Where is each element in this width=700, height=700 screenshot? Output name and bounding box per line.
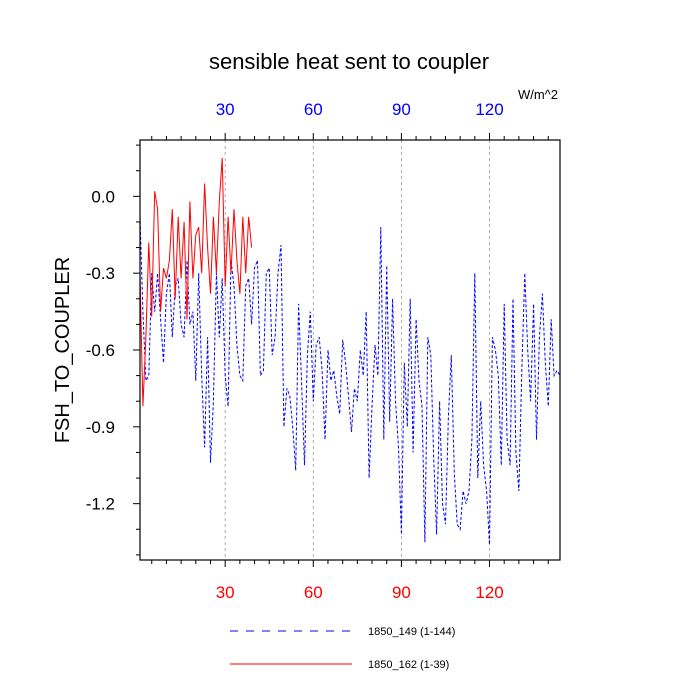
y-axis-label: FSH_TO_COUPLER [52, 257, 74, 443]
x-tick-label-top: 30 [216, 100, 235, 119]
series-lines [140, 157, 560, 545]
series-line-1 [140, 216, 560, 545]
x-tick-label-bottom: 60 [304, 583, 323, 602]
plot-frame [139, 139, 561, 561]
y-tick-label: -0.3 [86, 264, 115, 283]
axis-ticks: 30 30 60 60 90 90 120 120 0.0 -0.3 -0.6 -0.9 -1.2 [86, 100, 549, 602]
chart-title: sensible heat sent to coupler [209, 49, 489, 74]
y-tick-label: -1.2 [86, 495, 115, 514]
x-tick-label-top: 90 [392, 100, 411, 119]
x-tick-label-top: 120 [475, 100, 503, 119]
legend: 1850_149 (1-144) 1850_162 (1-39) [230, 626, 455, 671]
x-tick-label-bottom: 30 [216, 583, 235, 602]
x-tick-label-top: 60 [304, 100, 323, 119]
y-tick-label: -0.6 [86, 341, 115, 360]
x-tick-label-bottom: 120 [475, 583, 503, 602]
y-tick-label: 0.0 [91, 187, 115, 206]
legend-label-1: 1850_149 (1-144) [368, 626, 455, 638]
series-line-2 [140, 157, 253, 407]
x-tick-label-bottom: 90 [392, 583, 411, 602]
grid-lines [224, 140, 490, 560]
y-tick-label: -0.9 [86, 418, 115, 437]
units-label: W/m^2 [518, 87, 558, 102]
legend-label-2: 1850_162 (1-39) [368, 659, 449, 671]
